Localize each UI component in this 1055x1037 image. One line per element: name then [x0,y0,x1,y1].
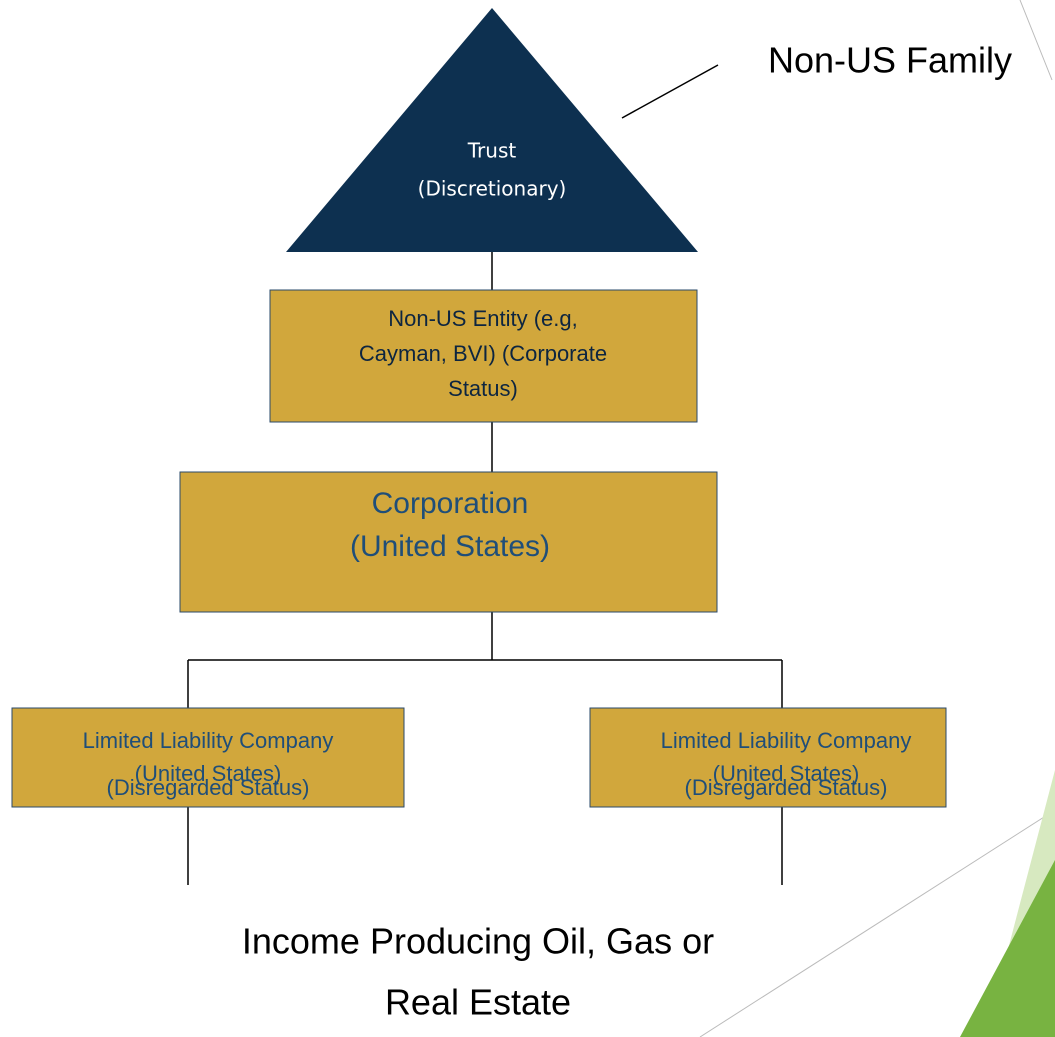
corporation-label: (United States) [350,530,550,563]
llc-label: (Disregarded Status) [685,775,888,800]
deco-line [699,809,1055,1037]
deco-shape [960,860,1055,1037]
trust-triangle [286,8,698,252]
llc-box [11,707,405,808]
trust-label: (Discretionary) [418,177,567,201]
llc-box [589,707,947,808]
bottom-label: Real Estate [385,982,571,1023]
entity-label: Cayman, BVI) (Corporate [359,341,607,366]
corporation-label: Corporation [372,487,529,520]
callout-line [621,64,719,119]
llc-label: Limited Liability Company [83,728,334,753]
llc-label: (Disregarded Status) [107,775,310,800]
entity-label: Status) [448,376,518,401]
llc-label: (United States) [135,761,282,786]
llc-label: Limited Liability Company [661,728,912,753]
entity-box [269,289,698,423]
entity-label: Non-US Entity (e.g, [388,306,578,331]
corporation-box [179,471,718,613]
deco-line [1019,0,1053,81]
trust-label: Trust [467,139,517,163]
bottom-label: Income Producing Oil, Gas or [242,921,714,962]
family-label: Non-US Family [768,40,1012,81]
llc-label: (United States) [713,761,860,786]
